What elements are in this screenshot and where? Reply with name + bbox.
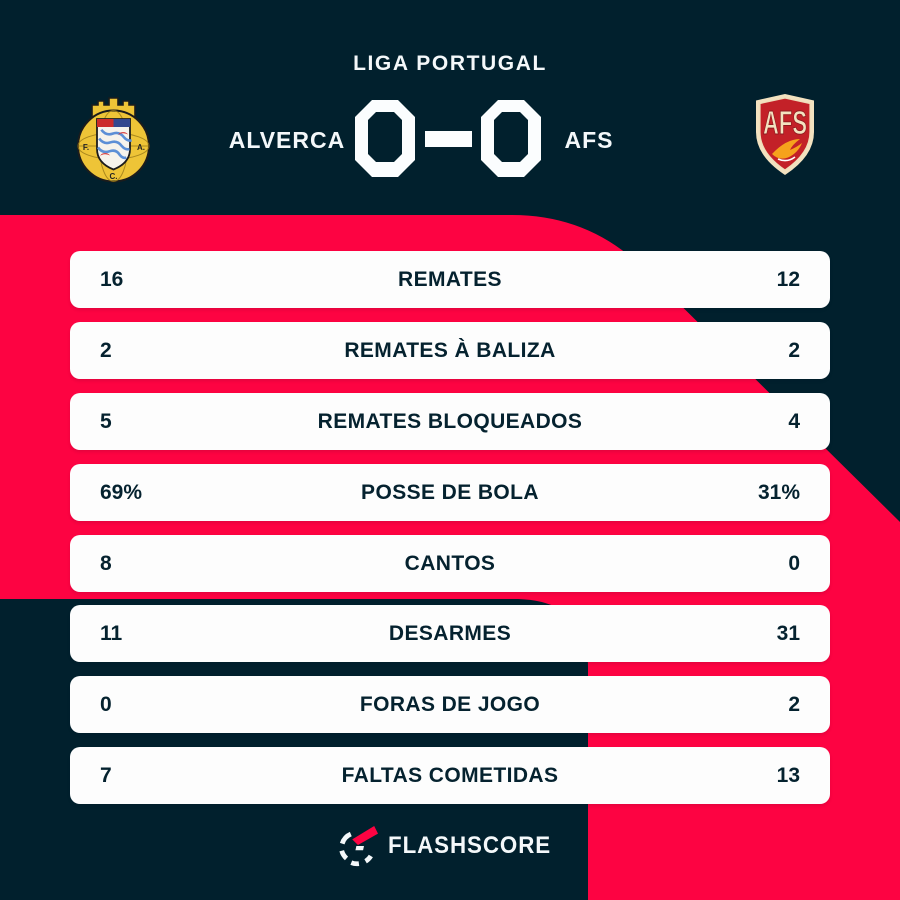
- stat-label: DESARMES: [388, 621, 512, 645]
- home-value: 8: [100, 551, 112, 575]
- home-value: 7: [100, 763, 112, 787]
- stat-row-faltas-cometidas: 7 FALTAS COMETIDAS 13: [70, 747, 830, 804]
- home-value: 16: [100, 267, 124, 291]
- home-value: 5: [100, 409, 112, 433]
- home-value: 0: [100, 692, 112, 716]
- stat-label: FORAS DE JOGO: [359, 692, 541, 716]
- afs-crest-icon: AFS: [756, 94, 814, 175]
- stat-row-remates: 16 REMATES 12: [70, 251, 830, 308]
- away-value: 2: [788, 338, 800, 362]
- flashscore-wordmark: FLASHSCORE: [388, 832, 552, 859]
- league-title: LIGA PORTUGAL: [353, 52, 547, 75]
- flashscore-icon: [339, 825, 379, 867]
- stat-row-remates-a-baliza: 2 REMATES À BALIZA 2: [70, 322, 830, 379]
- stat-row-posse-de-bola: 69% POSSE DE BOLA 31%: [70, 464, 830, 521]
- away-value: 4: [788, 409, 800, 433]
- home-value: 69%: [100, 480, 143, 504]
- away-value: 13: [776, 763, 800, 787]
- away-value: 31%: [757, 480, 800, 504]
- score-digits-icon: [355, 100, 541, 177]
- stat-row-remates-bloqueados: 5 REMATES BLOQUEADOS 4: [70, 393, 830, 450]
- stat-row-cantos: 8 CANTOS 0: [70, 535, 830, 592]
- home-value: 2: [100, 338, 112, 362]
- stat-label: POSSE DE BOLA: [361, 480, 539, 504]
- away-value: 0: [788, 551, 800, 575]
- away-team-name: AFS: [564, 127, 614, 153]
- home-value: 11: [100, 621, 123, 645]
- stat-row-desarmes: 11 DESARMES 31: [70, 605, 830, 662]
- stat-label: REMATES À BALIZA: [344, 338, 556, 362]
- away-value: 2: [788, 692, 800, 716]
- afs-monogram: AFS: [763, 104, 807, 141]
- stat-label: FALTAS COMETIDAS: [341, 763, 559, 787]
- alverca-crest-icon: F. A. C.: [77, 97, 150, 183]
- home-team-name: ALVERCA: [228, 127, 346, 153]
- stat-label: CANTOS: [404, 551, 496, 575]
- score-display: [355, 100, 541, 182]
- stat-label: REMATES: [398, 267, 502, 291]
- svg-text:C.: C.: [110, 172, 118, 181]
- stat-label: REMATES BLOQUEADOS: [317, 409, 583, 433]
- svg-text:A.: A.: [137, 143, 145, 152]
- away-value: 31: [776, 621, 800, 645]
- stat-row-foras-de-jogo: 0 FORAS DE JOGO 2: [70, 676, 830, 733]
- svg-text:F.: F.: [83, 143, 89, 152]
- flashscore-brand: FLASHSCORE: [0, 824, 900, 868]
- away-value: 12: [776, 267, 800, 291]
